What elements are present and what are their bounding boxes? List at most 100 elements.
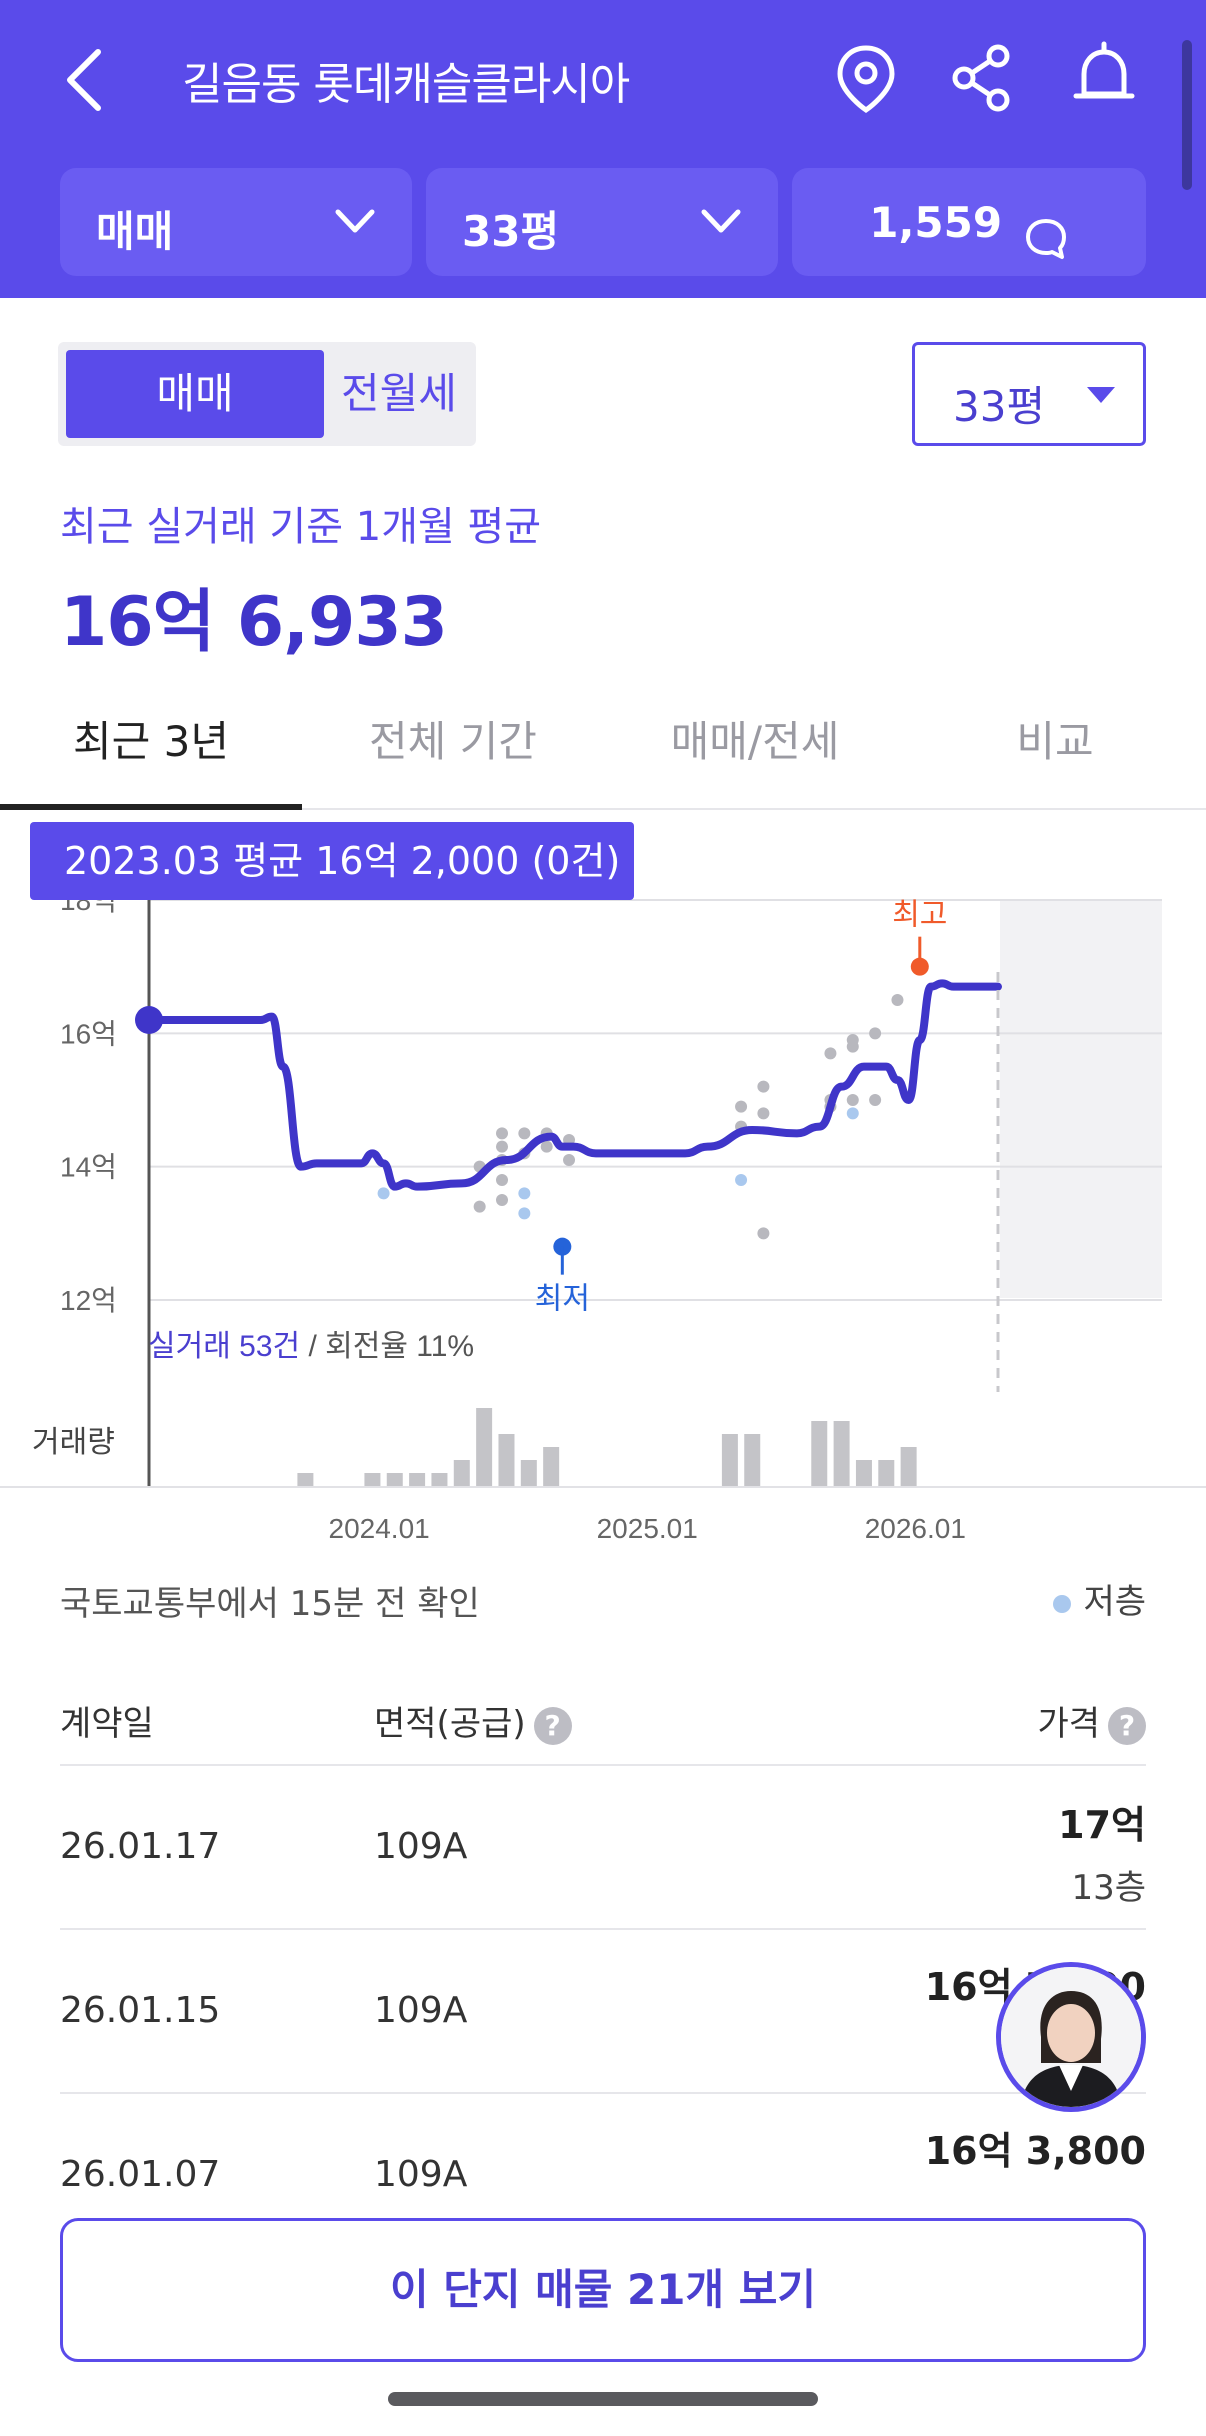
volume-bar <box>431 1473 448 1486</box>
price-chart[interactable]: 18억 16억 14억 12억 최고 최저 실거래 53건 / 회전율 11% 거래량 … <box>0 812 1206 1490</box>
trade-segment-control: 매매 전월세 <box>58 342 476 446</box>
share-icon[interactable] <box>942 38 1022 118</box>
view-listings-button[interactable]: 이 단지 매물 21개 보기 <box>60 2218 1146 2362</box>
volume-bar <box>364 1473 381 1486</box>
chevron-down-icon <box>335 209 375 233</box>
low-floor-trade-point <box>518 1187 531 1200</box>
comments-button[interactable]: 1,559 <box>792 168 1146 276</box>
y-tick-label: 12억 <box>60 1285 117 1316</box>
size-select[interactable]: 33평 <box>912 342 1146 446</box>
trade-point <box>496 1174 509 1186</box>
trade-point <box>540 1140 553 1153</box>
trade-point <box>846 1094 859 1106</box>
min-label: 최저 <box>535 1283 590 1316</box>
data-source-note: 국토교통부에서 15분 전 확인 <box>60 1584 480 1624</box>
trade-point <box>824 1047 837 1060</box>
row-date: 26.01.15 <box>60 1990 221 2031</box>
tab-all-period[interactable]: 전체 기간 <box>369 717 537 766</box>
row-area: 109A <box>374 1990 468 2031</box>
trade-point <box>518 1127 531 1140</box>
chevron-down-icon <box>701 209 741 233</box>
trade-point <box>473 1200 486 1213</box>
scrollbar[interactable] <box>1182 40 1192 190</box>
help-icon[interactable]: ? <box>533 1706 572 1745</box>
chat-bubble-icon <box>1025 218 1066 259</box>
app-header: 길음동 롯데캐슬클라시아 매매 33평 1,559 <box>0 0 1206 298</box>
row-area: 109A <box>374 1826 468 1867</box>
trade-point <box>757 1107 770 1120</box>
trade-point <box>757 1080 770 1093</box>
future-shade <box>1000 900 1162 1298</box>
tab-recent-3y[interactable]: 최근 3년 <box>73 717 229 766</box>
chart-tooltip: 2023.03 평균 16억 2,000 (0건) <box>30 822 634 900</box>
volume-bar <box>744 1434 761 1486</box>
trade-type-label: 매매 <box>96 207 174 256</box>
low-floor-dot <box>1053 1594 1072 1613</box>
x-axis: 2024.01 2025.01 2026.01 <box>329 1513 966 1544</box>
cursor-point <box>135 1006 163 1034</box>
header-price-label: 가격 <box>1037 1704 1100 1744</box>
row-date: 26.01.07 <box>60 2154 221 2195</box>
bell-icon[interactable] <box>1064 38 1144 118</box>
trade-type-dropdown[interactable]: 매매 <box>60 168 412 276</box>
size-dropdown[interactable]: 33평 <box>426 168 778 276</box>
size-label: 33평 <box>462 207 560 256</box>
volume-bar <box>453 1460 470 1486</box>
trade-point <box>846 1040 859 1053</box>
max-label: 최고 <box>892 899 947 932</box>
header-contract-date: 계약일 <box>60 1704 154 1744</box>
home-indicator <box>388 2392 818 2406</box>
x-tick-label: 2026.01 <box>865 1513 966 1544</box>
y-tick-label: 16억 <box>60 1018 117 1049</box>
low-floor-trade-point <box>377 1187 390 1200</box>
table-divider <box>60 1928 1146 1930</box>
comment-count: 1,559 <box>869 198 1003 247</box>
back-arrow-icon[interactable] <box>56 40 116 120</box>
trade-point <box>563 1154 576 1166</box>
tab-compare[interactable]: 비교 <box>1016 717 1094 766</box>
volume-bar <box>811 1421 828 1486</box>
average-caption: 최근 실거래 기준 1개월 평균 <box>60 504 542 550</box>
header-area: 면적(공급)? <box>374 1696 572 1745</box>
volume-bar <box>498 1434 515 1486</box>
trade-point <box>496 1127 509 1140</box>
volume-bar <box>855 1460 872 1486</box>
header-area-label: 면적(공급) <box>374 1704 526 1744</box>
row-date: 26.01.17 <box>60 1826 221 1867</box>
segment-sale[interactable]: 매매 <box>66 350 324 438</box>
tab-sale-jeonse[interactable]: 매매/전세 <box>670 717 840 766</box>
header-price: 가격? <box>1037 1696 1146 1745</box>
legend-low-floor: 저층 <box>1053 1574 1146 1623</box>
max-point <box>910 957 929 976</box>
low-floor-trade-point <box>735 1174 748 1186</box>
agent-avatar-button[interactable] <box>996 1962 1146 2112</box>
trade-point <box>496 1194 509 1206</box>
volume-bar <box>409 1473 426 1486</box>
location-pin-icon[interactable] <box>826 38 906 118</box>
row-price: 17억 <box>1058 1803 1146 1847</box>
volume-bar <box>386 1473 403 1486</box>
x-tick-label: 2024.01 <box>329 1513 430 1544</box>
size-select-label: 33평 <box>953 382 1046 431</box>
table-divider <box>60 2092 1146 2094</box>
trade-point <box>869 1027 882 1040</box>
table-divider <box>60 1764 1146 1766</box>
help-icon[interactable]: ? <box>1108 1706 1146 1745</box>
row-area: 109A <box>374 2154 468 2195</box>
active-tab-indicator <box>0 804 302 810</box>
complex-title: 길음동 롯데캐슬클라시아 <box>182 59 630 110</box>
trade-point <box>891 994 904 1006</box>
period-tabs: 최근 3년 전체 기간 매매/전세 비교 <box>0 660 1206 810</box>
volume-bar <box>297 1473 314 1486</box>
min-point <box>553 1237 572 1256</box>
segment-rent[interactable]: 전월세 <box>341 369 457 418</box>
row-floor: 13층 <box>1071 1868 1146 1908</box>
row-price: 16억 3,800 <box>924 2129 1146 2173</box>
low-floor-trade-point <box>518 1207 531 1220</box>
volume-bar <box>721 1434 738 1486</box>
x-tick-label: 2025.01 <box>597 1513 698 1544</box>
volume-bar <box>543 1447 560 1486</box>
volume-bar <box>900 1447 917 1486</box>
y-tick-label: 14억 <box>60 1152 117 1183</box>
